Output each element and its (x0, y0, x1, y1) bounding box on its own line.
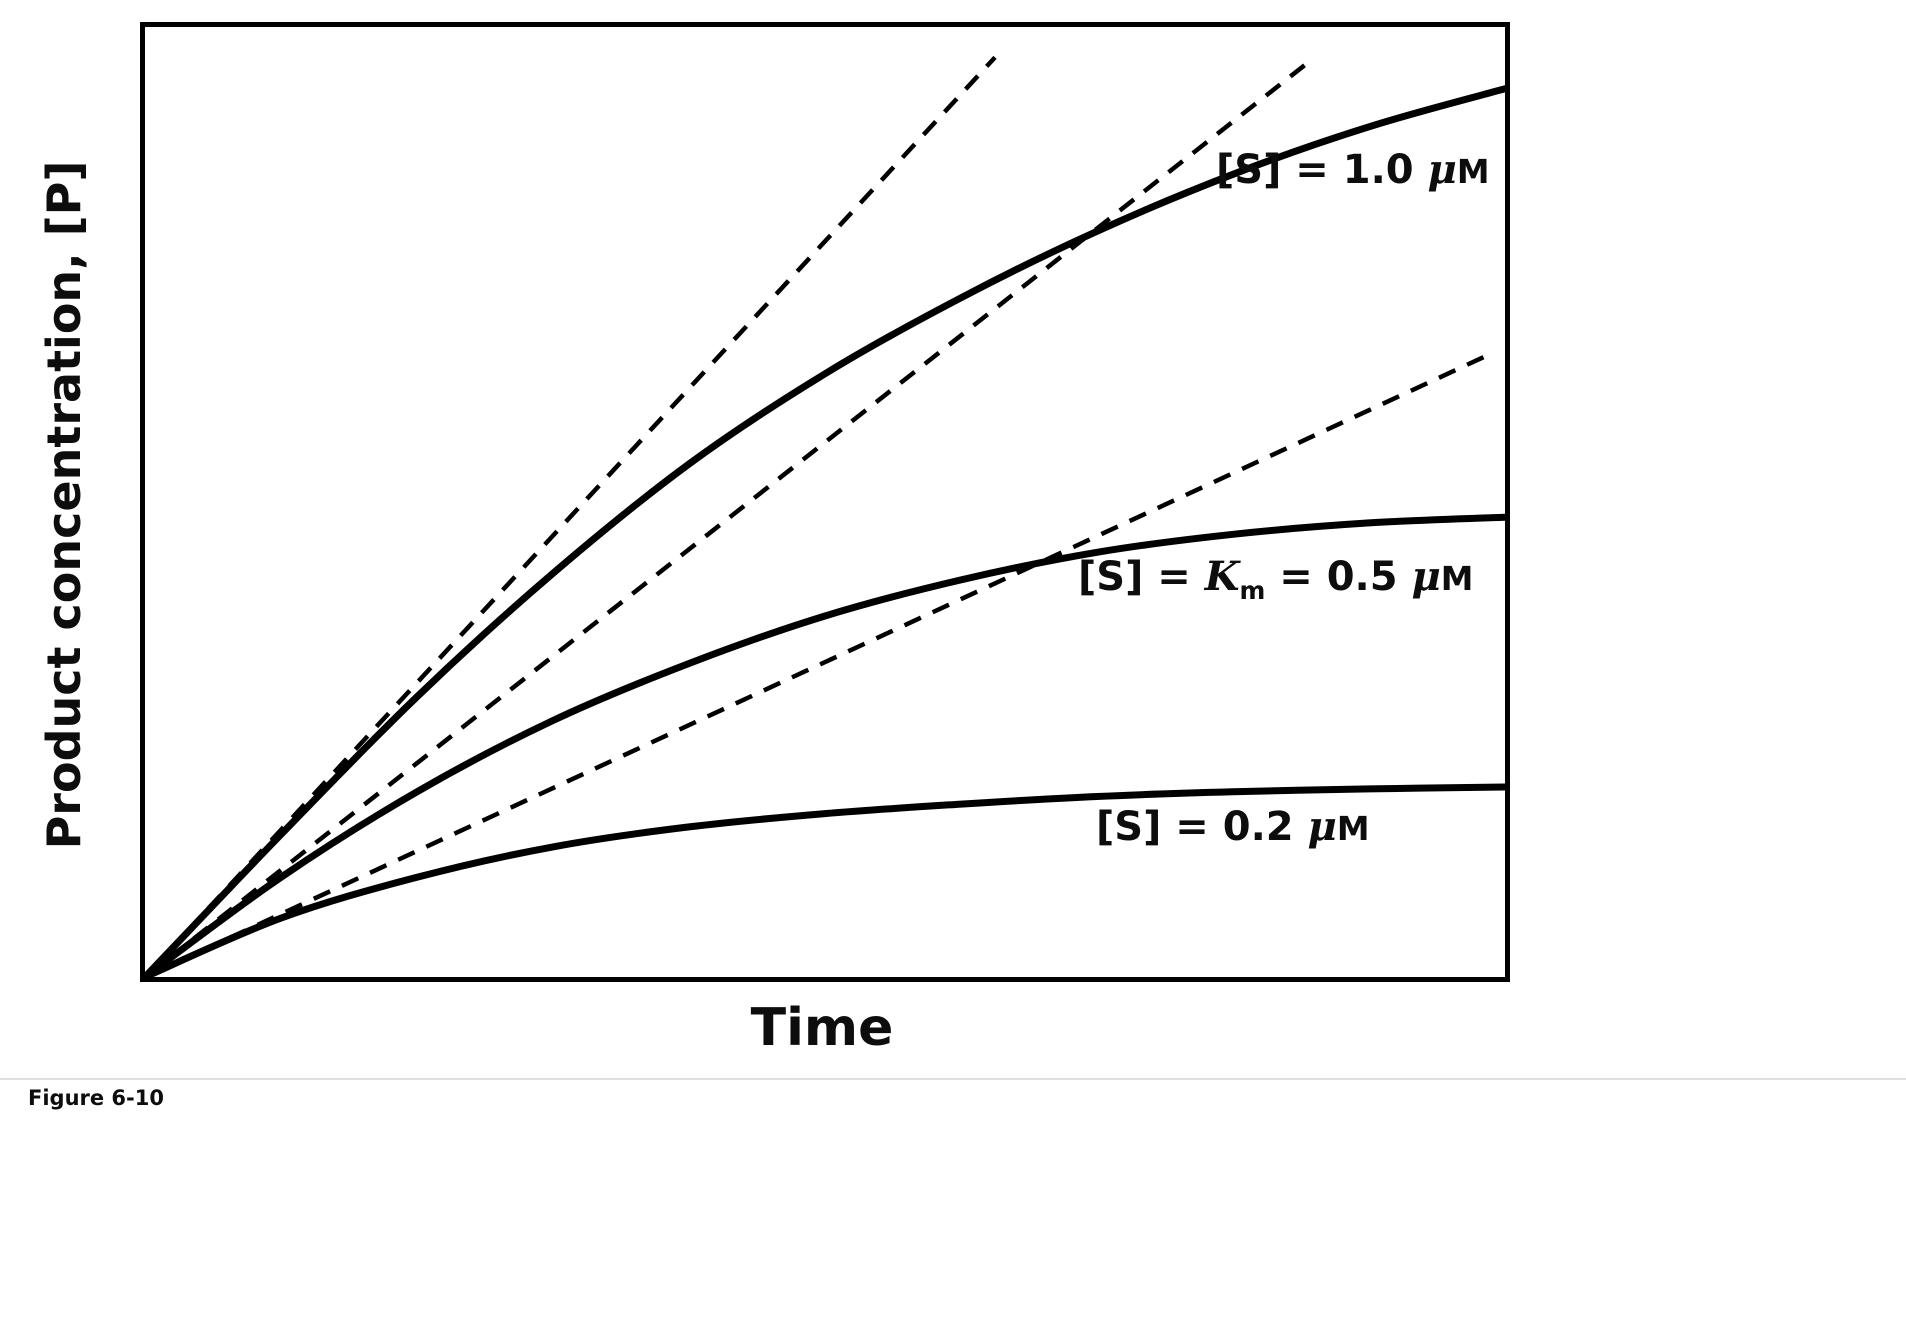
curve-label-s-0.2: [S] = 0.2 μM (1096, 803, 1369, 855)
unit-molar: M (1336, 810, 1370, 848)
label-text: [S] = (1078, 554, 1205, 600)
unit-molar: M (1440, 560, 1474, 598)
initial-rate-line-1 (145, 55, 997, 977)
km-subscript: m (1239, 576, 1266, 605)
curve-label-s-0.5: [S] = Km = 0.5 μM (1078, 553, 1473, 605)
km-symbol: K (1204, 553, 1240, 600)
figure-caption: Figure 6-10 (28, 1086, 164, 1110)
mu-symbol: μ (1427, 146, 1457, 193)
label-text: [S] = 1.0 (1216, 147, 1428, 193)
progress-curve-1 (145, 85, 1505, 977)
page-divider (0, 1078, 1906, 1080)
plot-svg (145, 55, 1505, 977)
y-axis-label: Product concentration, [P] (37, 160, 91, 850)
progress-curve-2 (145, 513, 1505, 977)
progress-curve-3 (145, 783, 1505, 977)
curve-label-s-1.0: [S] = 1.0 μM (1216, 146, 1489, 198)
label-text: = 0.5 (1265, 554, 1412, 600)
mu-symbol: μ (1411, 553, 1441, 600)
label-text: [S] = 0.2 (1096, 804, 1308, 850)
x-axis-label: Time (750, 998, 894, 1058)
plot-area (140, 22, 1510, 982)
mu-symbol: μ (1307, 803, 1337, 850)
unit-molar: M (1456, 153, 1490, 191)
